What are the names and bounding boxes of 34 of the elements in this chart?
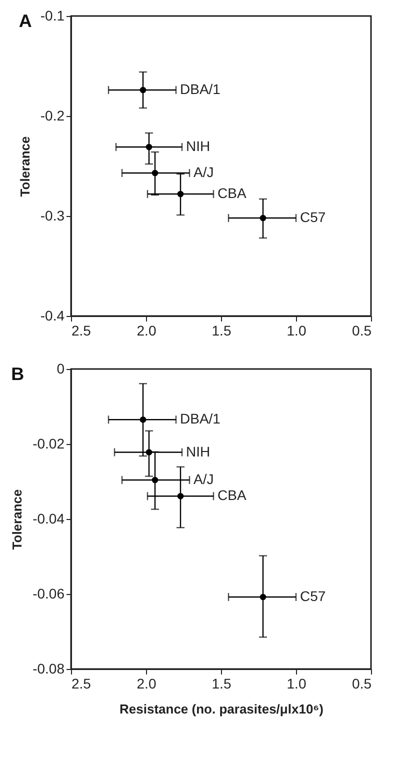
annotation: C57 — [300, 209, 326, 225]
x-tick-label: 2.5 — [72, 322, 92, 338]
annotation: DBA/1 — [180, 410, 221, 427]
y-tick-label: -0.02 — [32, 436, 65, 452]
y-tick-label: -0.06 — [32, 586, 65, 602]
y-axis-title: Tolerance — [10, 489, 25, 550]
x-tick-label: 1.5 — [212, 322, 232, 338]
annotation: CBA — [218, 185, 247, 201]
annotation: DBA/1 — [180, 81, 221, 97]
annotation: C57 — [300, 588, 326, 604]
y-tick-label: -0.04 — [32, 510, 65, 526]
y-tick-label: 0 — [56, 360, 65, 376]
annotation: NIH — [186, 443, 210, 460]
x-tick-label: 2.5 — [72, 676, 92, 692]
x-tick-label: 0.5 — [352, 676, 372, 692]
x-tick-label: 2.0 — [136, 322, 156, 338]
chart-title: A — [18, 11, 32, 31]
annotation: A/J — [194, 164, 214, 180]
x-tick-label: 1.0 — [286, 322, 306, 338]
y-tick-label: -0.1 — [40, 8, 65, 24]
y-tick-label: -0.08 — [32, 660, 65, 676]
x-tick-label: 1.5 — [212, 676, 232, 692]
x-tick-label: 2.0 — [136, 676, 156, 692]
x-axis-title: Resistance (no. parasites/μlx10⁶) — [120, 702, 324, 716]
annotation: NIH — [186, 138, 210, 154]
annotation: A/J — [194, 471, 214, 487]
chart-title: B — [11, 364, 24, 384]
y-tick-label: -0.3 — [40, 208, 65, 224]
y-tick-label: -0.4 — [40, 308, 65, 324]
y-tick-label: -0.2 — [40, 108, 65, 124]
x-tick-label: 1.0 — [286, 676, 306, 692]
x-tick-label: 0.5 — [352, 322, 372, 338]
y-axis-title: Tolerance — [17, 136, 32, 197]
annotation: CBA — [218, 487, 247, 504]
